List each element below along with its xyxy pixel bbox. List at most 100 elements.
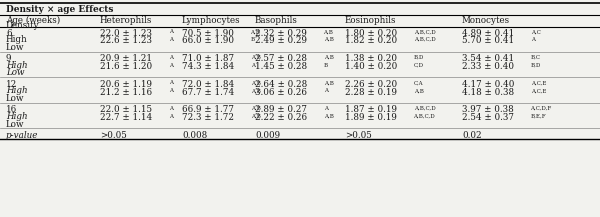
Text: 22.0 ± 1.15: 22.0 ± 1.15 bbox=[100, 105, 152, 114]
Text: 2.64 ± 0.28: 2.64 ± 0.28 bbox=[255, 80, 307, 89]
Text: 70.5 ± 1.90: 70.5 ± 1.90 bbox=[182, 28, 234, 38]
Text: 66.9 ± 1.77: 66.9 ± 1.77 bbox=[182, 105, 234, 114]
Text: Low: Low bbox=[6, 94, 25, 103]
Text: C,A: C,A bbox=[414, 81, 424, 85]
Text: 21.6 ± 1.20: 21.6 ± 1.20 bbox=[100, 62, 152, 71]
Text: 2.28 ± 0.19: 2.28 ± 0.19 bbox=[345, 87, 397, 97]
Text: 16: 16 bbox=[6, 105, 17, 114]
Text: B: B bbox=[251, 37, 255, 42]
Text: A: A bbox=[169, 88, 173, 93]
Text: A,B: A,B bbox=[251, 55, 260, 60]
Text: 3.06 ± 0.26: 3.06 ± 0.26 bbox=[255, 87, 307, 97]
Text: A: A bbox=[169, 106, 173, 111]
Text: 71.0 ± 1.87: 71.0 ± 1.87 bbox=[182, 54, 234, 63]
Text: A: A bbox=[323, 106, 328, 111]
Text: 20.6 ± 1.19: 20.6 ± 1.19 bbox=[100, 80, 152, 89]
Text: 2.57 ± 0.28: 2.57 ± 0.28 bbox=[255, 54, 307, 63]
Text: B,D: B,D bbox=[413, 55, 424, 60]
Text: High: High bbox=[6, 112, 28, 121]
Text: Low: Low bbox=[6, 68, 25, 77]
Text: 1.80 ± 0.20: 1.80 ± 0.20 bbox=[345, 28, 397, 38]
Text: Age (weeks): Age (weeks) bbox=[6, 16, 60, 25]
Text: A,B: A,B bbox=[324, 81, 334, 85]
Text: 20.9 ± 1.21: 20.9 ± 1.21 bbox=[100, 54, 152, 63]
Text: A,C,D,F: A,C,D,F bbox=[530, 106, 551, 111]
Text: A,B: A,B bbox=[413, 88, 424, 93]
Text: 2.26 ± 0.20: 2.26 ± 0.20 bbox=[345, 80, 397, 89]
Text: A: A bbox=[531, 37, 535, 42]
Text: 1.89 ± 0.19: 1.89 ± 0.19 bbox=[345, 113, 397, 122]
Text: A: A bbox=[169, 81, 173, 85]
Text: A: A bbox=[169, 114, 173, 119]
Text: 1.82 ± 0.20: 1.82 ± 0.20 bbox=[345, 36, 397, 45]
Text: 22.0 ± 1.23: 22.0 ± 1.23 bbox=[100, 28, 152, 38]
Text: A: A bbox=[251, 63, 255, 68]
Text: 1.45 ± 0.28: 1.45 ± 0.28 bbox=[255, 62, 307, 71]
Text: Monocytes: Monocytes bbox=[462, 16, 510, 25]
Text: B,E,F: B,E,F bbox=[530, 114, 546, 119]
Text: Lymphocytes: Lymphocytes bbox=[182, 16, 241, 25]
Text: A: A bbox=[169, 29, 173, 34]
Text: High: High bbox=[6, 35, 28, 44]
Text: B,D: B,D bbox=[530, 63, 541, 68]
Text: A,B: A,B bbox=[251, 106, 260, 111]
Text: >0.05: >0.05 bbox=[100, 131, 127, 140]
Text: A,B: A,B bbox=[250, 29, 260, 34]
Text: A,B: A,B bbox=[323, 29, 334, 34]
Text: >0.05: >0.05 bbox=[345, 131, 372, 140]
Text: 9: 9 bbox=[6, 54, 11, 63]
Text: Low: Low bbox=[6, 43, 25, 52]
Text: p-value: p-value bbox=[6, 131, 38, 140]
Text: 72.0 ± 1.84: 72.0 ± 1.84 bbox=[182, 80, 234, 89]
Text: A,C,E: A,C,E bbox=[531, 81, 547, 85]
Text: A,B: A,B bbox=[251, 88, 261, 93]
Text: 1.87 ± 0.19: 1.87 ± 0.19 bbox=[345, 105, 397, 114]
Text: 5.70 ± 0.41: 5.70 ± 0.41 bbox=[462, 36, 514, 45]
Text: 2.49 ± 0.29: 2.49 ± 0.29 bbox=[255, 36, 307, 45]
Text: A: A bbox=[169, 37, 173, 42]
Text: A: A bbox=[169, 55, 173, 60]
Text: A,B,C,D: A,B,C,D bbox=[413, 114, 435, 119]
Text: A: A bbox=[169, 63, 173, 68]
Text: Basophils: Basophils bbox=[255, 16, 298, 25]
Text: 4.18 ± 0.38: 4.18 ± 0.38 bbox=[462, 87, 514, 97]
Text: 0.02: 0.02 bbox=[462, 131, 482, 140]
Text: 2.89 ± 0.27: 2.89 ± 0.27 bbox=[255, 105, 307, 114]
Text: A,B,C,D: A,B,C,D bbox=[414, 29, 436, 34]
Text: 4.17 ± 0.40: 4.17 ± 0.40 bbox=[462, 80, 514, 89]
Text: 2.22 ± 0.26: 2.22 ± 0.26 bbox=[255, 113, 307, 122]
Text: 72.3 ± 1.72: 72.3 ± 1.72 bbox=[182, 113, 234, 122]
Text: 22.6 ± 1.23: 22.6 ± 1.23 bbox=[100, 36, 152, 45]
Text: A,B,C,D: A,B,C,D bbox=[414, 37, 436, 42]
Text: B,C: B,C bbox=[531, 55, 541, 60]
Text: 67.7 ± 1.74: 67.7 ± 1.74 bbox=[182, 87, 234, 97]
Text: 3.54 ± 0.41: 3.54 ± 0.41 bbox=[462, 54, 514, 63]
Text: 22.7 ± 1.14: 22.7 ± 1.14 bbox=[100, 113, 152, 122]
Text: Heterophils: Heterophils bbox=[100, 16, 152, 25]
Text: Low: Low bbox=[6, 120, 25, 129]
Text: A,B: A,B bbox=[323, 37, 334, 42]
Text: Density: Density bbox=[6, 21, 40, 31]
Text: High: High bbox=[6, 86, 28, 95]
Text: 21.2 ± 1.16: 21.2 ± 1.16 bbox=[100, 87, 152, 97]
Text: 2.32 ± 0.29: 2.32 ± 0.29 bbox=[255, 28, 307, 38]
Text: 0.009: 0.009 bbox=[255, 131, 280, 140]
Text: C,D: C,D bbox=[414, 63, 424, 68]
Text: A,B: A,B bbox=[323, 55, 334, 60]
Text: 1.38 ± 0.20: 1.38 ± 0.20 bbox=[345, 54, 397, 63]
Text: 6: 6 bbox=[6, 28, 11, 38]
Text: 2.54 ± 0.37: 2.54 ± 0.37 bbox=[462, 113, 514, 122]
Text: A: A bbox=[323, 88, 328, 93]
Text: A,B: A,B bbox=[324, 114, 334, 119]
Text: A,C,E: A,C,E bbox=[531, 88, 546, 93]
Text: 0.008: 0.008 bbox=[182, 131, 207, 140]
Text: 74.3 ± 1.84: 74.3 ± 1.84 bbox=[182, 62, 234, 71]
Text: A,B: A,B bbox=[251, 81, 261, 85]
Text: B: B bbox=[324, 63, 328, 68]
Text: 66.0 ± 1.90: 66.0 ± 1.90 bbox=[182, 36, 234, 45]
Text: 3.97 ± 0.38: 3.97 ± 0.38 bbox=[462, 105, 514, 114]
Text: 2.33 ± 0.40: 2.33 ± 0.40 bbox=[462, 62, 514, 71]
Text: 12: 12 bbox=[6, 80, 17, 89]
Text: A,B,C,D: A,B,C,D bbox=[413, 106, 436, 111]
Text: A,C: A,C bbox=[531, 29, 541, 34]
